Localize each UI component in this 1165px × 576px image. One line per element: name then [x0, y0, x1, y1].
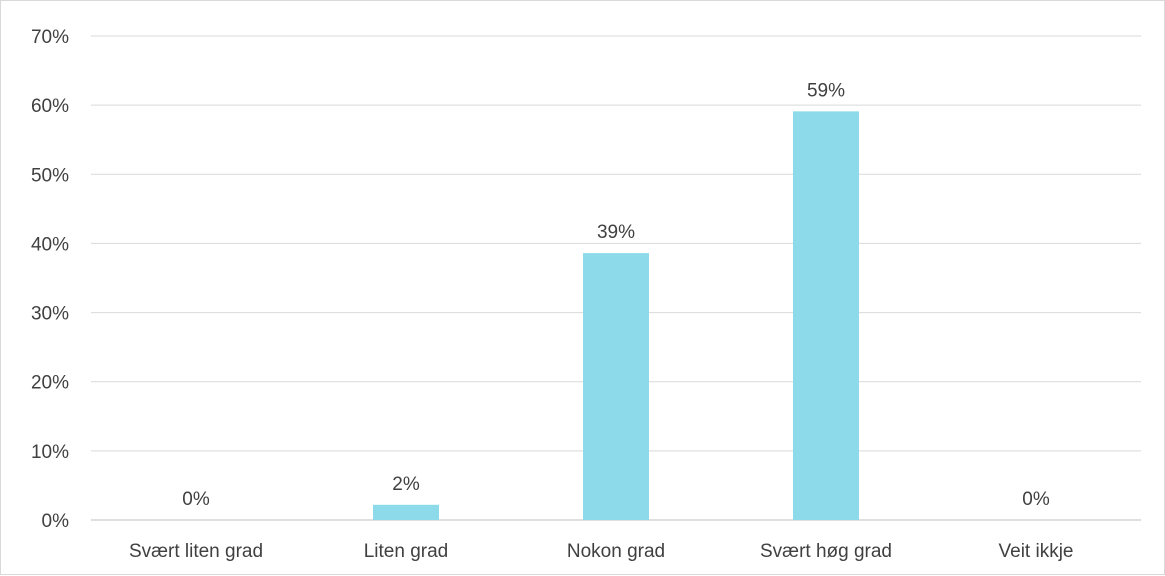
- x-axis-category-labels: Svært liten grad Liten grad Nokon grad Svær…: [129, 541, 1074, 562]
- data-labels: 0% 2% 39% 59% 0%: [182, 80, 1050, 510]
- x-category-label: Liten grad: [364, 541, 449, 562]
- bar-data-label: 59%: [807, 80, 845, 101]
- bar-data-label: 2%: [392, 474, 420, 495]
- x-category-label: Svært liten grad: [129, 541, 263, 562]
- y-axis-tick-labels: 0% 10% 20% 30% 40% 50% 60% 70%: [31, 27, 69, 532]
- y-tick-label: 0%: [42, 511, 70, 532]
- bar-data-label: 39%: [597, 222, 635, 243]
- bar-data-label: 0%: [1022, 489, 1050, 510]
- y-tick-label: 40%: [31, 234, 69, 255]
- bars: [373, 111, 859, 520]
- y-tick-label: 60%: [31, 96, 69, 117]
- bar: [583, 253, 649, 520]
- y-tick-label: 70%: [31, 27, 69, 48]
- y-tick-label: 20%: [31, 373, 69, 394]
- y-tick-label: 30%: [31, 304, 69, 325]
- y-tick-label: 50%: [31, 165, 69, 186]
- bar: [793, 111, 859, 520]
- x-category-label: Veit ikkje: [999, 541, 1074, 562]
- bar-data-label: 0%: [182, 489, 210, 510]
- x-category-label: Svært høg grad: [760, 541, 892, 562]
- x-category-label: Nokon grad: [567, 541, 665, 562]
- y-tick-label: 10%: [31, 442, 69, 463]
- bar: [373, 504, 439, 520]
